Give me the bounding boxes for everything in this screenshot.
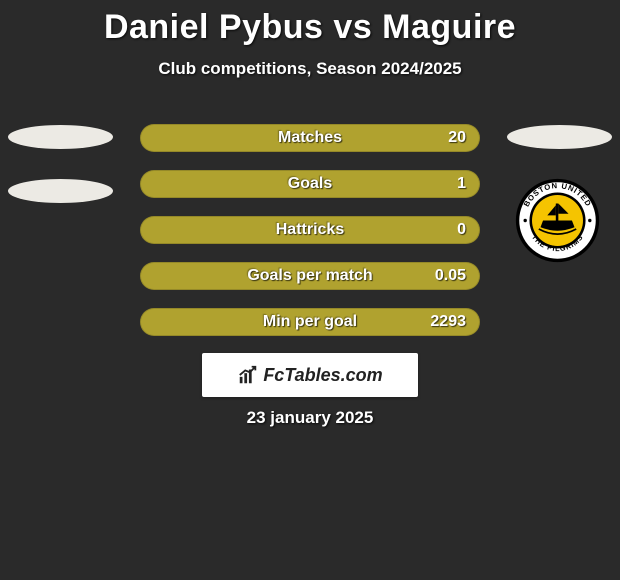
right-player-placeholder bbox=[507, 125, 612, 179]
crest-icon: BOSTON UNITED THE PILGRIMS bbox=[515, 178, 600, 263]
left-player-placeholder bbox=[8, 125, 113, 233]
club-crest: BOSTON UNITED THE PILGRIMS bbox=[515, 178, 600, 268]
page-title: Daniel Pybus vs Maguire bbox=[0, 0, 620, 47]
date-label: 23 january 2025 bbox=[0, 408, 620, 428]
stat-bar: Goals per match0.05 bbox=[140, 262, 480, 290]
ellipse-left-2 bbox=[8, 179, 113, 203]
stat-bar: Goals1 bbox=[140, 170, 480, 198]
ellipse-right-1 bbox=[507, 125, 612, 149]
stat-bar: Hattricks0 bbox=[140, 216, 480, 244]
source-logo: FcTables.com bbox=[202, 353, 418, 397]
stat-label: Hattricks bbox=[140, 221, 480, 239]
stat-label: Matches bbox=[140, 129, 480, 147]
subtitle: Club competitions, Season 2024/2025 bbox=[0, 59, 620, 79]
stat-label: Min per goal bbox=[140, 313, 480, 331]
stat-value: 1 bbox=[457, 175, 466, 193]
stat-value: 0 bbox=[457, 221, 466, 239]
comparison-card: Daniel Pybus vs Maguire Club competition… bbox=[0, 0, 620, 580]
stat-value: 0.05 bbox=[435, 267, 466, 285]
stat-bars: Matches20 Goals1 Hattricks0 Goals per match… bbox=[140, 124, 480, 354]
stat-label: Goals per match bbox=[140, 267, 480, 285]
chart-icon bbox=[237, 364, 259, 386]
stat-label: Goals bbox=[140, 175, 480, 193]
stat-value: 2293 bbox=[430, 313, 466, 331]
ellipse-left-1 bbox=[8, 125, 113, 149]
stat-bar: Matches20 bbox=[140, 124, 480, 152]
source-logo-text: FcTables.com bbox=[263, 365, 382, 386]
stat-value: 20 bbox=[448, 129, 466, 147]
stat-bar: Min per goal2293 bbox=[140, 308, 480, 336]
